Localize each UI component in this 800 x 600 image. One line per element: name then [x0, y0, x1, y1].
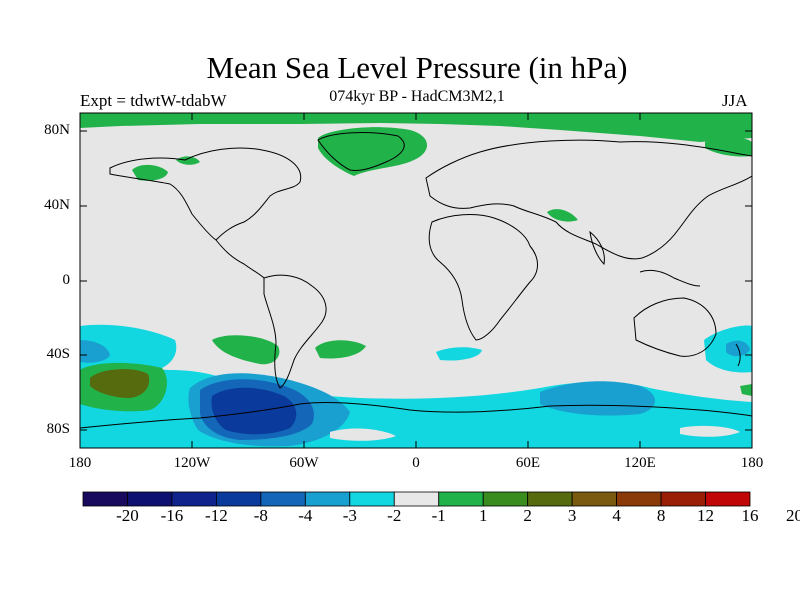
map-title: Mean Sea Level Pressure (in hPa) [206, 50, 628, 85]
southern-ocean-olive-core [90, 369, 150, 398]
colorbar-swatch-7 [393, 491, 440, 507]
south-indian-cyan [436, 347, 482, 361]
x-tick-label-120w: 120W [173, 455, 211, 471]
south-pacific-blue-core [80, 340, 110, 363]
x-tick-label-120e: 120E [624, 455, 656, 471]
colorbar-label-15: 20 [785, 506, 800, 525]
colorbar-label-13: 12 [697, 506, 715, 525]
antarctica-coast [80, 401, 752, 429]
colorbar-swatch-6 [349, 491, 395, 507]
y-tick-label-40s: 40S [46, 346, 70, 362]
colorbar-label-8: 1 [478, 506, 488, 525]
africa-coast [428, 214, 538, 341]
x-tick-label-60e: 60E [515, 455, 541, 471]
colorbar-label-11: 4 [612, 506, 621, 525]
colorbar-label-9: 2 [523, 506, 532, 525]
x-ticks [79, 113, 753, 448]
colorbar-label-0: -20 [116, 506, 139, 525]
x-tick-label-0: 0 [412, 455, 420, 471]
south-pacific-cyan [80, 324, 177, 372]
colorbar-swatch-4 [260, 491, 306, 507]
colorbar-swatch-5 [304, 491, 351, 507]
colorbar-label-5: -3 [342, 506, 357, 525]
colorbar-label-6: -2 [387, 506, 402, 525]
colorbar-label-2: -12 [205, 506, 228, 525]
weddell-grey [330, 428, 396, 441]
arctic-canada-green [176, 156, 200, 165]
indian-ocean-blue [540, 381, 655, 416]
colorbar-label-12: 8 [656, 506, 666, 525]
south-america-coast [263, 274, 327, 389]
colorbar-label-1: -16 [160, 506, 184, 525]
colorbar-swatch-8 [438, 491, 484, 507]
colorbar-label-4: -4 [298, 506, 313, 525]
north-america-coast [109, 147, 302, 241]
mediterranean-green [547, 209, 578, 222]
colorbar-label-10: 3 [567, 506, 577, 525]
ross-sea-grey [680, 425, 740, 437]
arctic-green-band [80, 113, 752, 142]
y-tick-label-80s: 80S [46, 421, 70, 437]
colorbar-swatch-2 [171, 491, 217, 507]
colorbar-swatch-9 [482, 491, 529, 507]
south-atlantic-green [315, 340, 366, 359]
experiment-label: Expt = tdwtW-tdabW [80, 91, 227, 110]
x-tick-label-180w: 180 [68, 455, 92, 471]
amundsen-blue-core [211, 387, 297, 435]
colorbar-label-3: -8 [253, 506, 268, 525]
colorbar-swatch-12 [616, 491, 662, 507]
colorbar-swatch-3 [215, 491, 262, 507]
pressure-field [80, 113, 752, 448]
x-tick-label-60w: 60W [289, 455, 319, 471]
coastlines [80, 132, 752, 429]
colorbar-label-14: 16 [741, 506, 759, 525]
eurasia-coast [425, 139, 752, 260]
x-tick-label-180e: 180 [740, 455, 764, 471]
greenland-coast [317, 132, 405, 171]
colorbar-swatch-13 [660, 491, 706, 507]
colorbar-label-7: -1 [431, 506, 446, 525]
colorbar-swatch-11 [571, 491, 618, 507]
new-zealand-coast [735, 343, 741, 367]
colorbar-swatch-0 [82, 491, 128, 507]
colorbar-swatch-14 [705, 491, 751, 507]
central-america-coast [215, 239, 265, 279]
season-label: JJA [722, 91, 748, 110]
y-tick-label-0: 0 [62, 272, 71, 288]
greenland-green [318, 127, 428, 176]
indonesia-coast [639, 269, 701, 287]
australia-coast [633, 297, 717, 357]
y-ticks [80, 130, 752, 431]
southeast-pacific-green [212, 335, 280, 365]
north-pacific-green [132, 164, 168, 181]
new-zealand-green-patch [740, 384, 752, 396]
colorbar-swatch-1 [127, 491, 173, 507]
arctic-siberia-green [705, 137, 752, 157]
y-tick-label-80n: 80N [44, 122, 70, 138]
colorbar-swatch-10 [527, 491, 573, 507]
colorbar [82, 491, 751, 507]
india-coast [589, 230, 605, 266]
y-tick-label-40n: 40N [44, 197, 70, 213]
map-subtitle: 074kyr BP - HadCM3M2,1 [329, 88, 505, 105]
